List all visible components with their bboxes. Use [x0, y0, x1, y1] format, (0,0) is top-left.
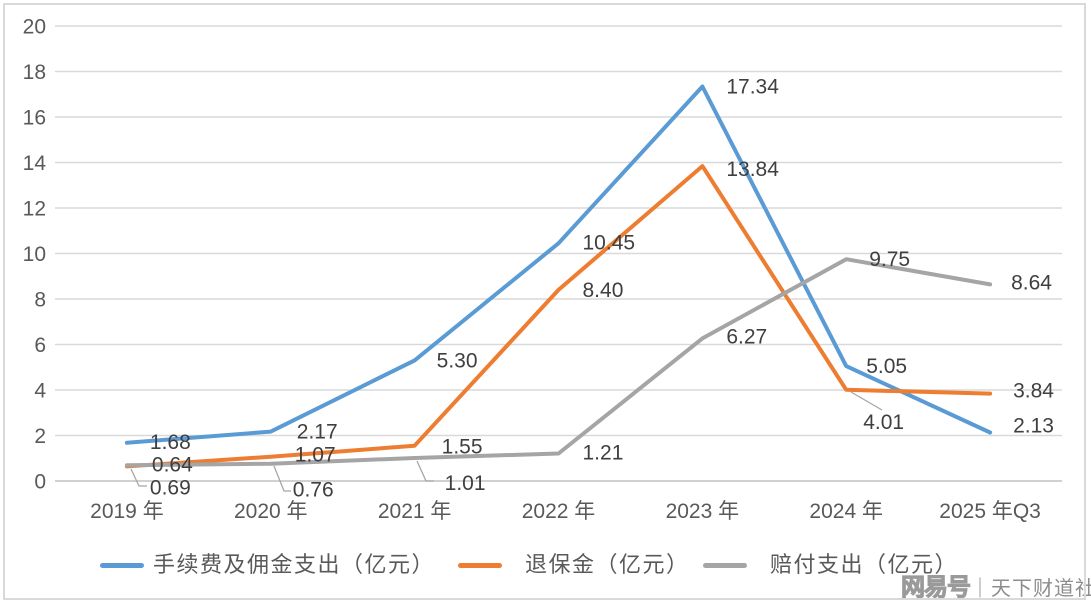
x-axis-label: 2022 年 [522, 500, 596, 523]
data-label: 8.64 [1011, 271, 1052, 294]
data-label: 17.34 [726, 76, 779, 99]
series-line-1 [124, 164, 993, 469]
x-axis-label: 2024 年 [809, 500, 883, 523]
legend-item-claims: 赔付支出（亿元） [703, 552, 958, 578]
data-label: 9.75 [869, 248, 910, 271]
watermark-logo: 网易号 [901, 574, 972, 602]
watermark-text: ｜天下财道社 [970, 578, 1091, 600]
y-tick-label: 2 [34, 425, 46, 448]
series-line-2 [124, 257, 993, 468]
x-axis-label: 2019 年 [90, 500, 164, 523]
y-tick-label: 0 [34, 471, 46, 494]
watermark: 网易号｜天下财道社 [901, 567, 1091, 602]
y-tick-label: 18 [23, 61, 46, 84]
y-tick-label: 12 [23, 198, 46, 221]
leader-line [416, 460, 434, 482]
y-tick-label: 16 [23, 107, 46, 130]
data-label: 13.84 [726, 158, 779, 181]
data-label: 2.13 [1013, 415, 1054, 438]
leader-line [273, 465, 291, 492]
legend-line-sample-orange [458, 562, 502, 568]
data-label: 0.76 [293, 479, 334, 502]
legend-line-sample-gray [703, 562, 747, 568]
data-label: 1.07 [295, 444, 336, 467]
y-tick-label: 6 [34, 334, 46, 357]
legend-item-commission: 手续费及佣金支出（亿元） [100, 552, 435, 578]
leader-line [130, 468, 147, 487]
x-axis-label: 2023 年 [666, 500, 740, 523]
leader-line [850, 391, 883, 411]
data-label: 5.05 [866, 355, 907, 378]
data-label: 1.21 [583, 441, 624, 464]
legend-line-sample-blue [100, 562, 144, 568]
y-tick-label: 10 [23, 243, 46, 266]
data-label: 1.01 [445, 472, 486, 495]
data-label: 10.45 [583, 231, 636, 254]
y-tick-label: 14 [23, 152, 47, 175]
x-axis-label: 2025 年Q3 [939, 500, 1041, 523]
data-label: 4.01 [863, 411, 904, 434]
legend-item-surrender: 退保金（亿元） [458, 552, 690, 578]
series-line-0 [124, 84, 993, 445]
y-tick-label: 20 [23, 16, 46, 39]
y-tick-label: 8 [34, 289, 46, 312]
data-label: 8.40 [583, 279, 624, 302]
data-label: 6.27 [726, 325, 767, 348]
data-label: 1.55 [442, 436, 483, 459]
y-tick-label: 4 [34, 380, 46, 403]
data-label: 5.30 [437, 349, 478, 372]
data-label: 3.84 [1013, 380, 1054, 403]
x-axis-label: 2021 年 [378, 500, 452, 523]
data-label: 1.68 [150, 431, 191, 454]
data-label: 2.17 [297, 421, 338, 444]
legend-label: 手续费及佣金支出（亿元） [153, 552, 436, 577]
x-axis-label: 2020 年 [234, 500, 308, 523]
legend-label: 退保金（亿元） [525, 552, 690, 577]
data-label: 0.64 [152, 453, 193, 476]
legend-label: 赔付支出（亿元） [770, 552, 959, 577]
data-label: 0.69 [150, 476, 191, 499]
